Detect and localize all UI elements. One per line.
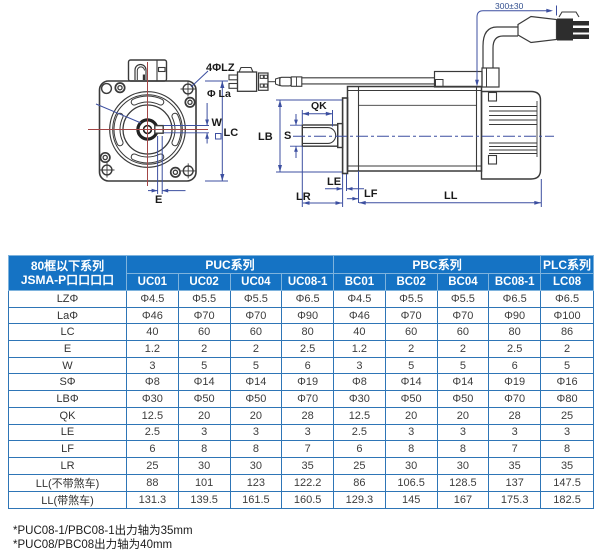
svg-text:W: W: [212, 117, 223, 129]
svg-text:LR: LR: [296, 191, 311, 203]
svg-text:LL: LL: [444, 190, 458, 202]
svg-text:S: S: [284, 130, 291, 142]
svg-text:LE: LE: [327, 176, 341, 188]
svg-text:E: E: [155, 194, 162, 206]
svg-text:4ΦLZ: 4ΦLZ: [206, 62, 235, 74]
svg-text:LC: LC: [224, 127, 239, 139]
svg-text:LB: LB: [258, 131, 273, 143]
svg-text:QK: QK: [311, 100, 327, 112]
svg-text:Φ La: Φ La: [207, 88, 231, 100]
svg-text:300±30: 300±30: [495, 1, 524, 11]
svg-text:LF: LF: [364, 188, 378, 200]
